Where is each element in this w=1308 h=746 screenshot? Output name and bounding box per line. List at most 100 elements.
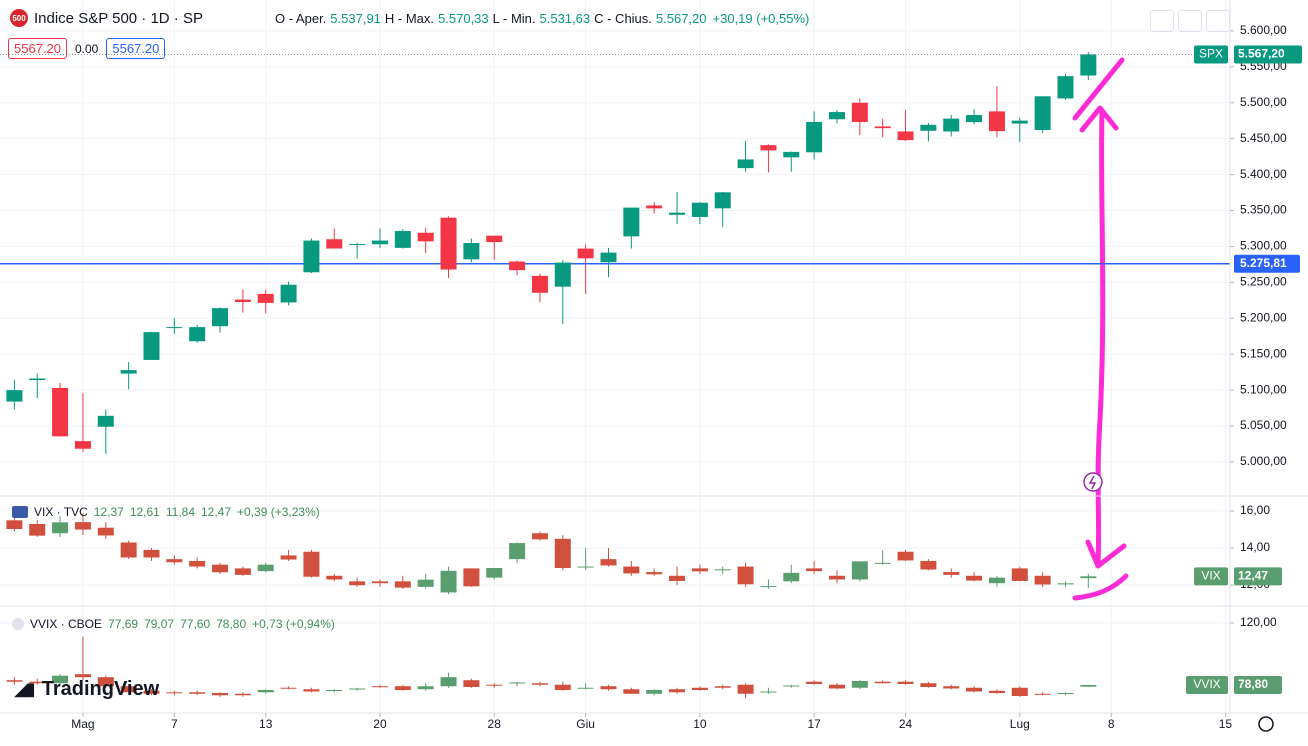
candle-body	[212, 564, 229, 573]
symbol-tag	[1186, 676, 1228, 695]
tool-button[interactable]	[1206, 10, 1230, 32]
legend-field-name: C - Chius.	[594, 10, 652, 26]
x-tick-label: Giu	[576, 717, 595, 731]
candle-body	[394, 686, 411, 691]
symbol-tag	[1194, 567, 1228, 586]
legend-field-value: 5.531,63	[539, 10, 591, 26]
candle-body	[646, 690, 663, 694]
candle-body	[143, 549, 160, 558]
tool-button[interactable]	[1150, 10, 1174, 32]
y-tick-label: 16,00	[1240, 503, 1270, 517]
legend-value: 77,60	[180, 617, 211, 631]
candle-body	[1080, 685, 1097, 687]
candle-body	[920, 124, 937, 131]
candle-body	[486, 235, 503, 243]
candle-body	[1080, 54, 1097, 76]
last-price-tag	[1234, 567, 1282, 586]
symbol-tag-label: VVIX	[1193, 677, 1220, 691]
candle-body	[669, 212, 686, 215]
candle-body	[554, 684, 571, 691]
vvix-values: 77,69 79,07 77,60 78,80	[108, 617, 246, 631]
candle-body	[326, 690, 343, 692]
candle-body	[691, 202, 708, 217]
legend-field-value: 5.567,20	[655, 10, 707, 26]
candle-body	[74, 522, 91, 530]
alert-icon[interactable]	[1083, 472, 1103, 492]
y-tick-label: 5.350,00	[1240, 203, 1287, 217]
y-tick-label: 5.250,00	[1240, 275, 1287, 289]
candle-body	[394, 231, 411, 248]
legend-fields: O - Aper. 5.537,91 H - Max. 5.570,33 L - Min…	[275, 11, 707, 26]
candle-body	[486, 568, 503, 578]
legend-field-value: 5.537,91	[330, 10, 381, 26]
x-tick-label: Mag	[71, 717, 94, 731]
x-tick-label: 13	[259, 717, 273, 731]
candle-body	[463, 243, 480, 260]
candle-body	[166, 327, 183, 329]
vvix-title[interactable]: VVIX · CBOE	[30, 617, 103, 631]
legend-value: 11,84	[165, 505, 195, 519]
logo-mark: ◢▮	[14, 679, 36, 699]
candle-body	[120, 370, 137, 374]
flag-icon	[12, 506, 28, 518]
candle-body	[897, 681, 914, 684]
candle-body	[966, 687, 983, 692]
candle-body	[303, 551, 320, 577]
candle-body	[920, 683, 937, 687]
candle-body	[874, 126, 891, 129]
candle-body	[806, 681, 823, 684]
y-tick-label: 5.150,00	[1240, 346, 1287, 360]
candle-body	[966, 115, 983, 123]
sell-price[interactable]: 5567.20	[8, 38, 67, 59]
candle-body	[303, 689, 320, 692]
candle-body	[600, 559, 617, 566]
settings-icon[interactable]	[1258, 716, 1274, 732]
candle-body	[29, 524, 46, 536]
candle-body	[280, 555, 297, 560]
x-tick-label: 10	[693, 717, 707, 731]
candle-body	[669, 575, 686, 581]
symbol-tag-label: VIX	[1201, 569, 1220, 583]
candle-body	[417, 232, 434, 242]
candle-body	[189, 327, 206, 342]
vix-title[interactable]: VIX · TVC	[34, 505, 88, 519]
candle-body	[1011, 120, 1028, 124]
candle-body	[714, 686, 731, 688]
candle-body	[577, 566, 594, 568]
candle-body	[1034, 575, 1051, 585]
last-price-label: 12,47	[1238, 569, 1268, 583]
spread: 0.00	[75, 41, 99, 56]
candle-body	[6, 680, 23, 682]
candle-body	[874, 681, 891, 684]
candle-body	[806, 568, 823, 572]
candle-body	[189, 692, 206, 694]
x-tick-label: Lug	[1010, 717, 1030, 731]
candle-body	[74, 674, 91, 678]
symbol-tag-label: SPX	[1199, 47, 1223, 61]
tool-button[interactable]	[1178, 10, 1202, 32]
symbol-title[interactable]: Indice S&P 500 · 1D · SP	[34, 9, 203, 27]
main-legend: 500 Indice S&P 500 · 1D · SP O - Aper. 5.…	[10, 9, 809, 27]
legend-value: 12,61	[129, 505, 160, 519]
x-tick-label: 15	[1219, 717, 1233, 731]
y-tick-label: 5.400,00	[1240, 167, 1287, 181]
candle-body	[234, 299, 251, 302]
candle-body	[303, 240, 320, 273]
candle-body	[97, 677, 114, 687]
x-tick-label: 24	[899, 717, 913, 731]
candle-body	[97, 415, 114, 427]
candle-body	[417, 579, 434, 587]
candle-body	[1057, 76, 1074, 99]
y-tick-label: 5.450,00	[1240, 131, 1287, 145]
candle-body	[120, 686, 137, 693]
buy-price[interactable]: 5567.20	[106, 38, 166, 59]
candle-body	[74, 441, 91, 449]
legend-value: 12,37	[93, 505, 124, 519]
candle-body	[943, 686, 960, 689]
candle-body	[326, 575, 343, 580]
candle-body	[52, 387, 69, 437]
legend-value: 79,07	[144, 617, 175, 631]
candle-body	[783, 151, 800, 158]
candle-body	[988, 690, 1005, 694]
